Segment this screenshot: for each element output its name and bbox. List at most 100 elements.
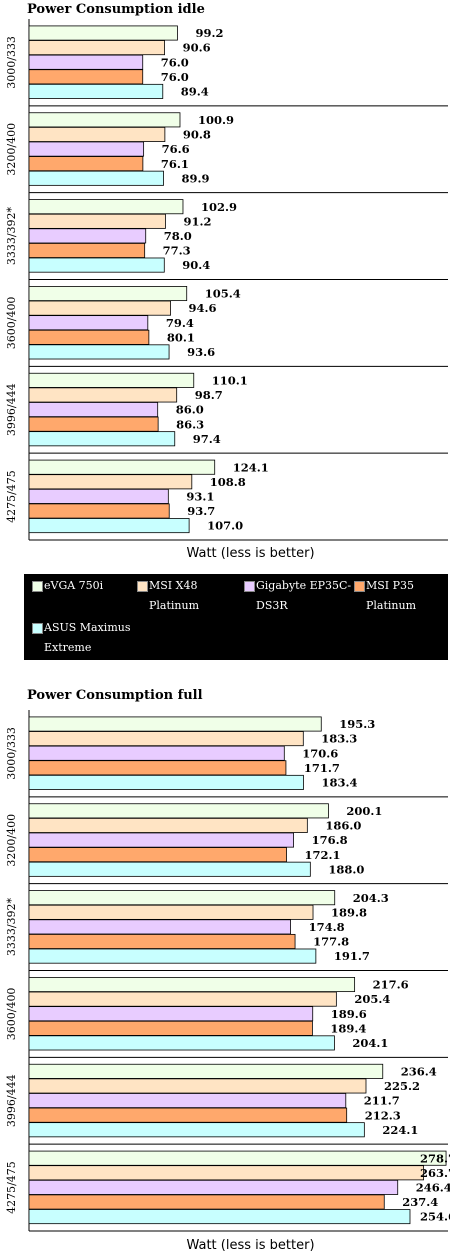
category-label: 4275/475 (5, 1161, 18, 1214)
data-label: 254.6 (420, 1210, 450, 1224)
bar (28, 40, 165, 56)
data-label: 93.1 (186, 489, 214, 503)
data-label: 204.3 (353, 891, 389, 905)
data-label: 205.4 (354, 992, 390, 1006)
category-label: 3200/400 (5, 814, 18, 867)
bar (28, 54, 144, 70)
data-label: 99.2 (195, 26, 223, 40)
bar (28, 1122, 365, 1138)
data-label: 86.0 (176, 403, 204, 417)
idle-chart-title: Power Consumption idle (27, 2, 205, 17)
data-label: 76.0 (161, 55, 189, 69)
data-label: 200.1 (346, 804, 382, 818)
bar (28, 745, 285, 761)
data-label: 171.7 (304, 761, 340, 775)
data-label: 91.2 (183, 214, 211, 228)
data-label: 195.3 (339, 717, 375, 731)
bar (28, 1209, 411, 1225)
bar (28, 126, 166, 142)
data-label: 80.1 (167, 330, 195, 344)
bar (28, 242, 146, 258)
legend-swatch-msi-x48 (137, 581, 148, 592)
bar (28, 1063, 384, 1079)
data-label: 183.3 (321, 732, 357, 746)
bar (28, 141, 145, 157)
data-label: 170.6 (302, 746, 338, 760)
bar (28, 919, 291, 935)
bar (28, 416, 159, 432)
bar (28, 1179, 399, 1195)
data-label: 90.4 (182, 258, 210, 272)
legend-item-msi-x48: MSI X48 Platinum (137, 576, 244, 616)
data-label: 278.7 (420, 1151, 450, 1165)
bar (28, 228, 147, 244)
bar (28, 991, 337, 1007)
bar (28, 69, 144, 85)
data-label: 89.4 (181, 85, 209, 99)
bar (28, 518, 190, 534)
bar (28, 488, 169, 504)
bar (28, 213, 166, 229)
category-label: 3996/444 (5, 1074, 18, 1127)
legend-item-asus: ASUS Maximus Extreme (32, 618, 154, 658)
data-label: 108.8 (210, 475, 246, 489)
legend-swatch-gigabyte (244, 581, 255, 592)
data-label: 183.4 (321, 776, 357, 790)
data-label: 188.0 (328, 862, 364, 876)
legend-item-evga: eVGA 750i (32, 576, 144, 596)
bar (28, 344, 170, 360)
bar (28, 372, 195, 388)
data-label: 186.0 (325, 819, 361, 833)
legend-label: MSI P35 Platinum (366, 579, 417, 612)
idle-chart-svg: 3000/33399.290.676.076.089.43200/400100.… (5, 19, 448, 561)
data-label: 100.9 (198, 113, 234, 127)
bar (28, 503, 170, 519)
category-label: 3333/392* (5, 897, 18, 956)
bar (28, 774, 304, 790)
bar (28, 199, 184, 215)
x-axis-label: Watt (less is better) (186, 546, 314, 561)
data-label: 246.4 (416, 1180, 450, 1194)
data-label: 86.3 (176, 417, 204, 431)
bar (28, 387, 178, 403)
category-label: 3600/400 (5, 988, 18, 1041)
legend: eVGA 750i MSI X48 Platinum Gigabyte EP35… (24, 574, 448, 660)
bar (28, 817, 308, 833)
data-label: 204.1 (352, 1036, 388, 1050)
data-label: 236.4 (401, 1064, 437, 1078)
data-label: 212.3 (365, 1108, 401, 1122)
bar (28, 1107, 348, 1123)
category-label: 3200/400 (5, 123, 18, 176)
data-label: 224.1 (382, 1123, 418, 1137)
bar (28, 329, 150, 345)
data-label: 90.8 (183, 128, 211, 142)
bar (28, 890, 336, 906)
bar (28, 1194, 385, 1210)
bar (28, 904, 314, 920)
category-label: 3000/333 (5, 727, 18, 780)
data-label: 107.0 (207, 519, 243, 533)
data-label: 98.7 (195, 388, 223, 402)
bar (28, 474, 193, 490)
data-label: 79.4 (166, 316, 194, 330)
bar (28, 803, 329, 819)
legend-label: MSI X48 Platinum (149, 579, 200, 612)
bar (28, 170, 164, 186)
data-label: 76.1 (161, 157, 189, 171)
bar (28, 112, 181, 128)
bar (28, 83, 164, 99)
data-label: 102.9 (201, 200, 237, 214)
bar (28, 1020, 313, 1036)
data-label: 172.1 (305, 848, 341, 862)
data-label: 237.4 (402, 1195, 438, 1209)
legend-label: ASUS Maximus Extreme (44, 621, 131, 654)
bar (28, 731, 304, 747)
legend-label: Gigabyte EP35C-DS3R (256, 579, 352, 612)
legend-swatch-msi-p35 (354, 581, 365, 592)
data-label: 189.8 (331, 905, 367, 919)
category-label: 4275/475 (5, 470, 18, 523)
legend-label: eVGA 750i (44, 579, 104, 592)
legend-item-gigabyte: Gigabyte EP35C-DS3R (244, 576, 356, 616)
legend-swatch-asus (32, 623, 43, 634)
